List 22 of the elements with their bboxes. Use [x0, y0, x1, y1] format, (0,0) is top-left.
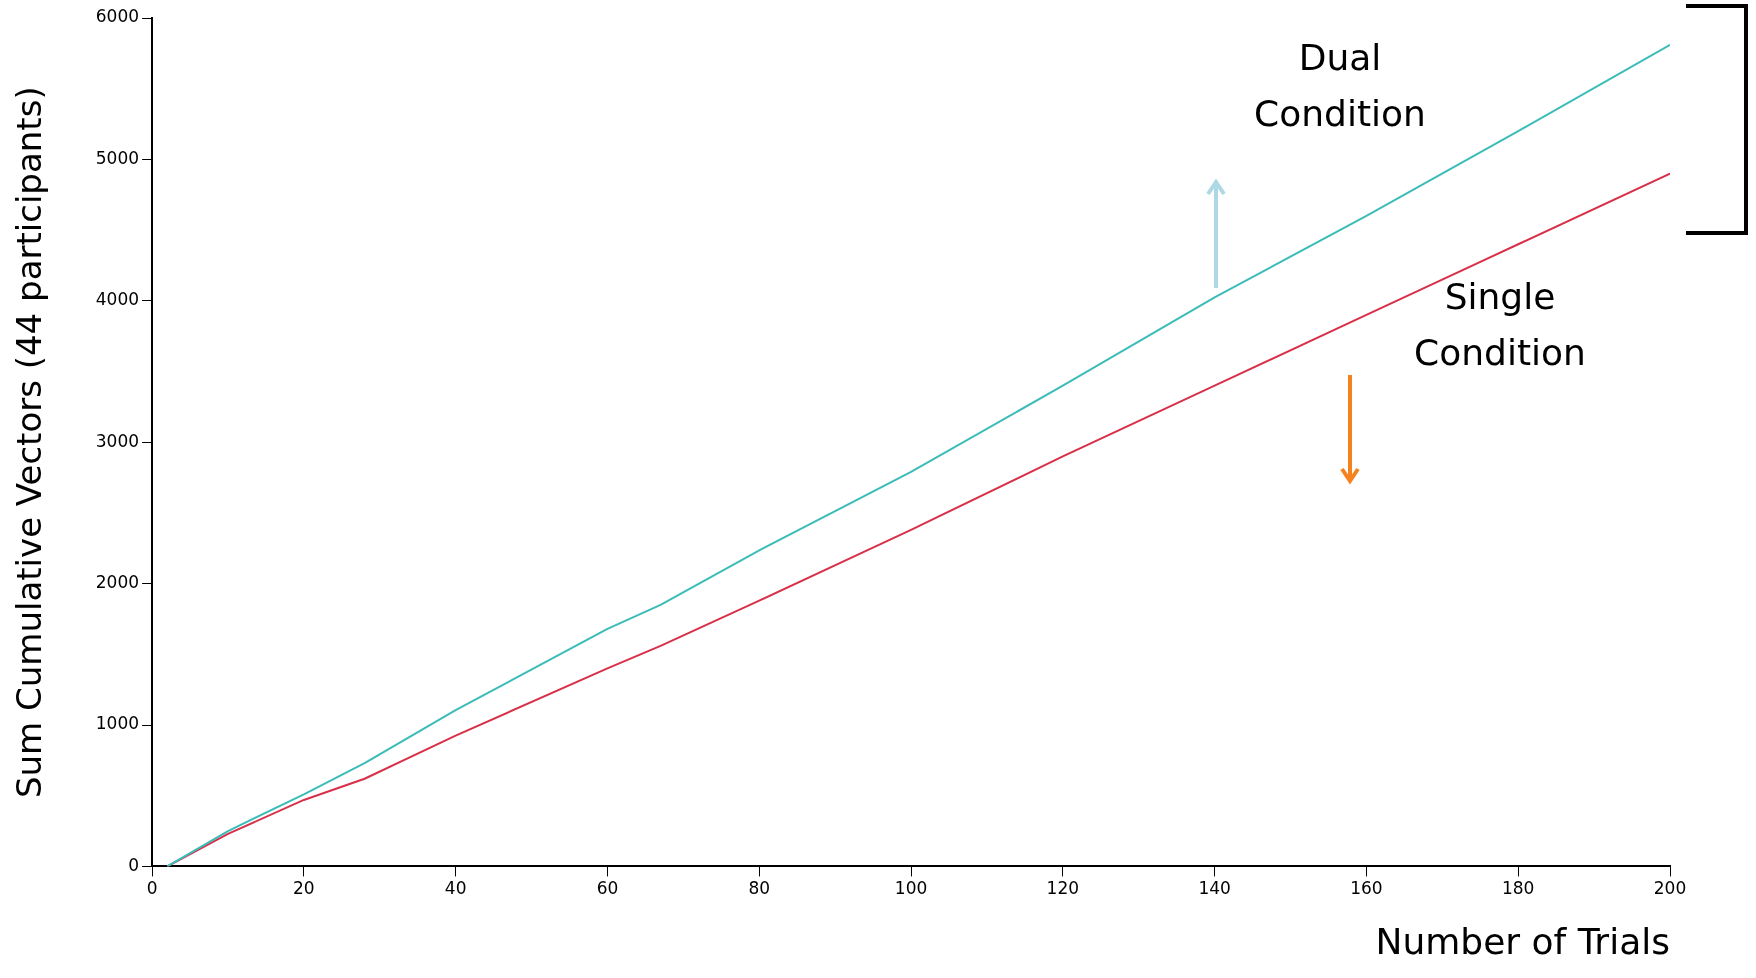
y-tick-label: 2000 — [95, 572, 140, 593]
x-tick-label: 180 — [1501, 878, 1535, 899]
y-tick-label: 0 — [128, 854, 140, 875]
x-tick-label: 60 — [596, 878, 619, 899]
x-tick-label: 80 — [748, 878, 771, 899]
x-tick-label: 0 — [146, 878, 158, 899]
x-tick-label: 120 — [1046, 878, 1080, 899]
series-label: Dual Condition — [1254, 36, 1426, 134]
series-label: Single Condition — [1414, 275, 1586, 373]
y-tick-label: 5000 — [95, 147, 140, 168]
y-tick-label: 1000 — [95, 713, 140, 734]
x-tick-label: 40 — [444, 878, 467, 899]
y-axis-title: Sum Cumulative Vectors (44 participants) — [9, 86, 50, 799]
y-tick-label: 6000 — [95, 6, 140, 27]
y-tick-label: 4000 — [95, 289, 140, 310]
x-tick-label: 200 — [1653, 878, 1687, 899]
x-tick-label: 140 — [1198, 878, 1231, 899]
x-axis-title: Number of Trials — [1375, 920, 1670, 962]
y-tick-label: 3000 — [95, 430, 140, 451]
x-tick-label: 100 — [894, 878, 928, 899]
x-tick-label: 20 — [293, 878, 315, 899]
x-tick-label: 160 — [1350, 878, 1383, 899]
